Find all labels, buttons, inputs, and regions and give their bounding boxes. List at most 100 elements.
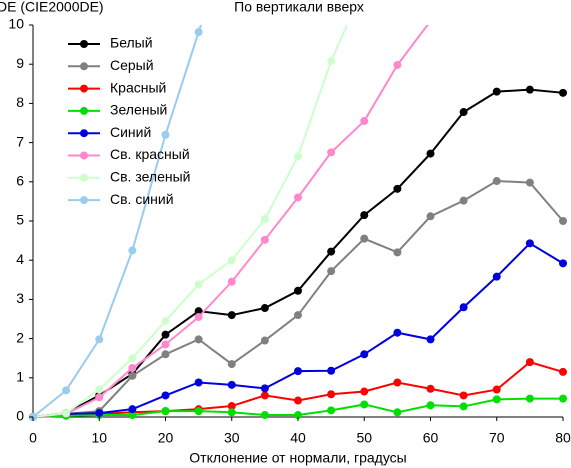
data-point [360,387,369,396]
data-point [62,409,71,418]
data-point [62,386,71,395]
x-tick-label: 80 [555,430,571,446]
data-point [525,85,534,94]
data-point [492,385,501,394]
data-point [260,391,269,400]
data-point [426,401,435,410]
data-point [194,307,203,316]
data-point [227,380,236,389]
x-tick-label: 30 [224,430,240,446]
data-point [128,354,137,363]
data-point [227,277,236,286]
data-point [294,311,302,320]
data-point [327,247,336,256]
data-point [128,246,137,255]
data-point [227,408,236,417]
data-point [227,256,236,265]
data-point [492,177,501,186]
data-point [294,396,302,405]
legend-label: Серый [110,57,154,73]
x-tick-label: 10 [91,430,107,446]
data-point [426,149,435,158]
data-point [360,350,369,359]
y-tick-label: 7 [16,133,24,149]
y-tick-label: 2 [16,329,24,345]
data-point [459,391,468,400]
data-point [559,259,567,268]
chart-title: По вертикали вверх [234,0,364,15]
data-point [525,358,534,367]
data-point [294,411,302,420]
data-point [227,311,236,320]
x-tick-label: 0 [29,430,37,446]
legend-marker [80,62,88,71]
data-point [525,178,534,187]
data-point [559,217,567,225]
data-point [260,235,269,244]
y-tick-label: 5 [16,212,24,228]
legend-label: Белый [110,35,153,51]
data-point [360,400,369,409]
data-point [360,211,369,220]
data-point [492,395,501,404]
data-point [393,408,402,417]
data-point [194,280,203,289]
data-point [492,272,501,281]
data-point [194,378,203,387]
y-tick-label: 1 [16,369,24,385]
data-point [95,385,104,394]
y-tick-label: 9 [16,55,24,71]
data-point [95,393,104,402]
data-point [95,409,104,418]
data-point [525,239,534,248]
data-point [525,394,534,403]
legend-marker [80,173,88,182]
data-point [161,316,170,325]
data-point [426,335,435,344]
y-tick-label: 10 [8,16,24,32]
data-point [161,330,170,339]
legend-label: Св. красный [110,146,190,162]
legend-marker [80,196,88,205]
data-point [426,384,435,393]
data-point [161,350,170,359]
x-tick-label: 40 [290,430,306,446]
y-tick-label: 3 [16,290,24,306]
data-point [260,336,269,345]
data-point [327,57,336,66]
x-tick-label: 60 [423,430,439,446]
data-point [161,340,170,349]
data-point [194,407,203,416]
y-tick-label: 8 [16,94,24,110]
series-line [32,25,429,418]
data-point [128,371,137,380]
data-point [459,108,468,117]
data-point [426,212,435,221]
legend-label: Зеленый [110,102,167,118]
data-point [559,367,567,376]
series-line [32,180,564,418]
data-point [161,130,170,139]
y-tick-label: 6 [16,173,24,189]
data-point [360,117,369,126]
data-point [294,286,302,295]
data-point [227,402,236,411]
data-point [429,25,432,26]
data-point [294,193,302,202]
data-point [260,304,269,313]
legend-label: Красный [110,79,166,95]
y-axis-title: DE (CIE2000DE) [0,0,104,15]
data-point [559,88,567,97]
data-point [327,390,336,399]
data-point [294,152,302,161]
data-point [559,394,567,403]
data-point [393,248,402,257]
x-tick-label: 70 [489,430,505,446]
data-point [393,184,402,193]
data-point [459,402,468,411]
data-point [327,267,336,276]
data-point [227,360,236,369]
x-axis-title: Отклонение от нормали, градусы [189,450,406,466]
data-point [95,335,104,344]
